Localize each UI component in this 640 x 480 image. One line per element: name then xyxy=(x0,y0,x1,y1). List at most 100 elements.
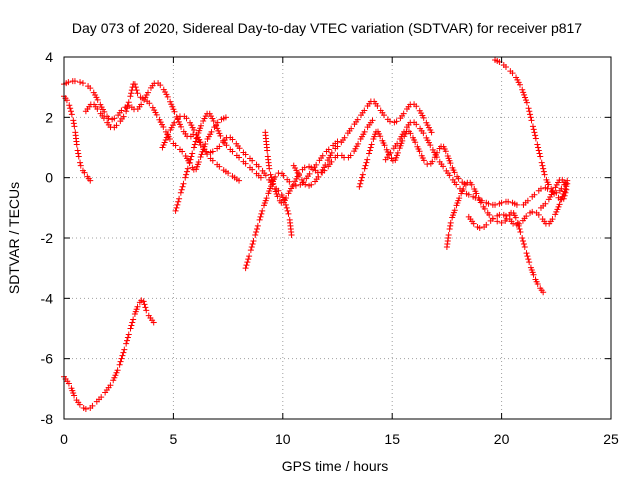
data-point xyxy=(356,183,363,190)
data-point xyxy=(357,180,364,187)
data-point xyxy=(255,163,262,170)
data-point xyxy=(369,117,376,124)
data-point xyxy=(118,355,125,362)
data-point xyxy=(250,238,257,245)
data-point xyxy=(532,135,539,142)
data-point xyxy=(529,123,536,130)
data-point xyxy=(524,197,531,204)
data-point xyxy=(513,201,520,208)
data-point xyxy=(295,172,302,179)
data-point xyxy=(555,203,562,210)
data-point xyxy=(214,119,221,126)
data-point xyxy=(124,102,131,109)
data-point xyxy=(420,114,427,121)
data-point xyxy=(236,154,243,161)
data-point xyxy=(174,201,181,208)
data-point xyxy=(447,160,454,167)
y-tick-label: 2 xyxy=(45,109,53,125)
data-point xyxy=(527,114,534,121)
x-tick-label: 25 xyxy=(603,431,619,447)
data-point xyxy=(554,206,561,213)
data-point xyxy=(107,382,114,389)
data-point xyxy=(361,128,368,135)
data-point xyxy=(171,119,178,126)
data-point xyxy=(182,174,189,181)
data-point xyxy=(214,125,221,132)
data-point xyxy=(557,196,564,203)
data-point xyxy=(65,79,72,86)
data-point xyxy=(558,185,565,192)
data-point xyxy=(236,177,243,184)
data-point xyxy=(179,183,186,190)
data-point xyxy=(169,103,176,110)
data-point xyxy=(67,105,74,112)
data-point xyxy=(527,111,534,118)
chart-title: Day 073 of 2020, Sidereal Day-to-day VTE… xyxy=(72,20,582,36)
data-point xyxy=(242,151,249,158)
data-point xyxy=(456,195,463,202)
data-point xyxy=(354,116,361,123)
data-point xyxy=(73,141,80,148)
data-point xyxy=(522,97,529,104)
data-point xyxy=(143,307,150,314)
data-point xyxy=(196,139,203,146)
data-point xyxy=(530,271,537,278)
series-arc-13 xyxy=(465,180,571,231)
data-point xyxy=(393,118,400,125)
data-point xyxy=(447,222,454,229)
data-point xyxy=(159,144,166,151)
data-point xyxy=(138,101,145,108)
data-point xyxy=(445,231,452,238)
data-point xyxy=(113,122,120,129)
data-point xyxy=(451,169,458,176)
data-point xyxy=(520,241,527,248)
data-point xyxy=(412,139,419,146)
data-point xyxy=(531,129,538,136)
data-point xyxy=(178,123,185,130)
data-point xyxy=(359,171,366,178)
data-point xyxy=(394,140,401,147)
data-point xyxy=(191,141,198,148)
data-point xyxy=(552,184,559,191)
data-point xyxy=(535,144,542,151)
data-point xyxy=(133,87,140,94)
data-point xyxy=(275,187,282,194)
data-point xyxy=(142,304,149,311)
data-point xyxy=(247,247,254,254)
data-point xyxy=(541,171,548,178)
data-point xyxy=(140,298,147,305)
data-point xyxy=(170,106,177,113)
data-point xyxy=(540,165,547,172)
data-point xyxy=(71,392,78,399)
data-point xyxy=(146,100,153,107)
x-axis-label: GPS time / hours xyxy=(282,458,389,474)
data-point xyxy=(119,352,126,359)
data-point xyxy=(556,201,563,208)
data-point xyxy=(111,115,118,122)
data-point xyxy=(525,105,532,112)
data-point xyxy=(257,174,264,181)
data-point xyxy=(413,121,420,128)
data-point xyxy=(516,220,523,227)
data-point xyxy=(121,346,128,353)
data-point xyxy=(284,207,291,214)
data-point xyxy=(538,159,545,166)
data-point xyxy=(216,130,223,137)
data-point xyxy=(523,99,530,106)
data-point xyxy=(325,146,332,153)
data-point xyxy=(176,195,183,202)
data-point xyxy=(215,127,222,134)
data-point xyxy=(361,107,368,114)
data-point xyxy=(358,177,365,184)
data-point xyxy=(433,154,440,161)
data-point xyxy=(522,94,529,101)
data-point xyxy=(123,108,130,115)
data-point xyxy=(308,181,315,188)
data-point xyxy=(498,199,505,206)
data-point xyxy=(280,172,287,179)
data-point xyxy=(502,212,509,219)
data-point xyxy=(77,162,84,169)
data-point xyxy=(363,159,370,166)
data-point xyxy=(225,170,232,177)
